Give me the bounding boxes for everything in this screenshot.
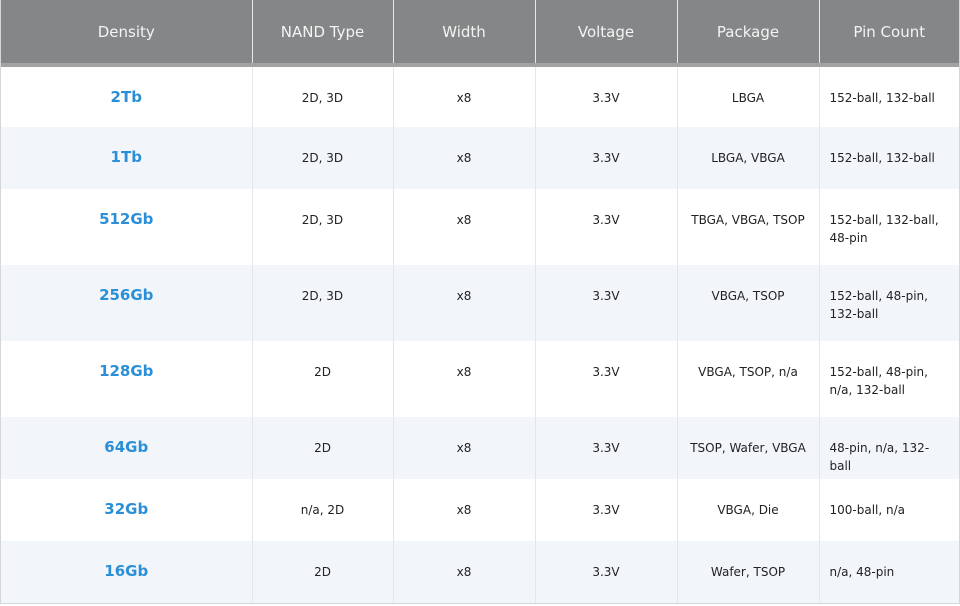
- density-link[interactable]: 128Gb: [1, 341, 253, 417]
- density-link[interactable]: 16Gb: [1, 541, 253, 603]
- table-header-row: Density NAND Type Width Voltage Package Pin C…: [1, 0, 959, 67]
- density-link[interactable]: 1Tb: [1, 127, 253, 189]
- density-link[interactable]: 64Gb: [1, 417, 253, 479]
- cell-package: VBGA, TSOP, n/a: [677, 341, 820, 417]
- cell-nand-type: 2D, 3D: [252, 265, 394, 341]
- density-link[interactable]: 2Tb: [1, 65, 253, 127]
- cell-width: x8: [393, 127, 536, 189]
- cell-width: x8: [393, 541, 536, 603]
- table-row: 128Gb 2D x8 3.3V VBGA, TSOP, n/a 152-ball, 48…: [1, 341, 959, 417]
- column-header-nand-type: NAND Type: [252, 0, 394, 67]
- cell-pin-count: 152-ball, 132-ball, 48-pin: [829, 213, 939, 245]
- cell-width: x8: [393, 417, 536, 479]
- column-header-density: Density: [1, 0, 253, 67]
- table-row: 32Gb n/a, 2D x8 3.3V VBGA, Die 100-ball, n/a: [1, 479, 959, 541]
- cell-nand-type: 2D: [252, 417, 394, 479]
- cell-width: x8: [393, 479, 536, 541]
- cell-pin-count: 152-ball, 48-pin, 132-ball: [819, 265, 959, 341]
- cell-voltage: 3.3V: [535, 65, 678, 127]
- cell-package: Wafer, TSOP: [677, 541, 820, 603]
- table-row: 2Tb 2D, 3D x8 3.3V LBGA 152-ball, 132-ball: [1, 65, 959, 127]
- table-row: 512Gb 2D, 3D x8 3.3V TBGA, VBGA, TSOP 152-bal…: [1, 189, 959, 265]
- cell-voltage: 3.3V: [535, 189, 678, 265]
- density-link[interactable]: 32Gb: [1, 479, 253, 541]
- cell-voltage: 3.3V: [535, 127, 678, 189]
- cell-width: x8: [393, 65, 536, 127]
- column-header-voltage: Voltage: [535, 0, 678, 67]
- cell-pin-count: n/a, 48-pin: [819, 541, 959, 603]
- cell-nand-type: 2D, 3D: [252, 65, 394, 127]
- cell-pin-count: 152-ball, 132-ball: [829, 91, 935, 105]
- cell-width: x8: [393, 265, 536, 341]
- table-row: 256Gb 2D, 3D x8 3.3V VBGA, TSOP 152-ball, 48-…: [1, 265, 959, 341]
- cell-package: VBGA, TSOP: [677, 265, 820, 341]
- cell-package: VBGA, Die: [677, 479, 820, 541]
- cell-nand-type: 2D, 3D: [252, 189, 394, 265]
- cell-voltage: 3.3V: [535, 417, 678, 479]
- cell-width: x8: [393, 341, 536, 417]
- table-row: 1Tb 2D, 3D x8 3.3V LBGA, VBGA 152-ball, 132-b…: [1, 127, 959, 189]
- cell-pin-count: 152-ball, 48-pin, n/a, 132-ball: [829, 365, 928, 397]
- table-row: 64Gb 2D x8 3.3V TSOP, Wafer, VBGA 48-pin, n/a…: [1, 417, 959, 479]
- cell-voltage: 3.3V: [535, 265, 678, 341]
- cell-package: LBGA: [677, 65, 820, 127]
- cell-pin-count: 152-ball, 132-ball: [819, 127, 959, 189]
- cell-pin-count: 48-pin, n/a, 132-ball: [819, 417, 959, 479]
- cell-package: TSOP, Wafer, VBGA: [677, 417, 820, 479]
- cell-voltage: 3.3V: [535, 341, 678, 417]
- table-row: 16Gb 2D x8 3.3V Wafer, TSOP n/a, 48-pin: [1, 541, 959, 603]
- cell-voltage: 3.3V: [535, 479, 678, 541]
- cell-nand-type: 2D, 3D: [252, 127, 394, 189]
- cell-nand-type: n/a, 2D: [252, 479, 394, 541]
- density-link[interactable]: 512Gb: [1, 189, 253, 265]
- column-header-pin-count: Pin Count: [819, 0, 959, 67]
- density-link[interactable]: 256Gb: [1, 265, 253, 341]
- cell-pin-count: 100-ball, n/a: [829, 503, 906, 517]
- cell-voltage: 3.3V: [535, 541, 678, 603]
- cell-nand-type: 2D: [252, 541, 394, 603]
- cell-width: x8: [393, 189, 536, 265]
- cell-package: LBGA, VBGA: [677, 127, 820, 189]
- column-header-package: Package: [677, 0, 820, 67]
- column-header-width: Width: [393, 0, 536, 67]
- cell-nand-type: 2D: [252, 341, 394, 417]
- cell-package: TBGA, VBGA, TSOP: [677, 189, 820, 265]
